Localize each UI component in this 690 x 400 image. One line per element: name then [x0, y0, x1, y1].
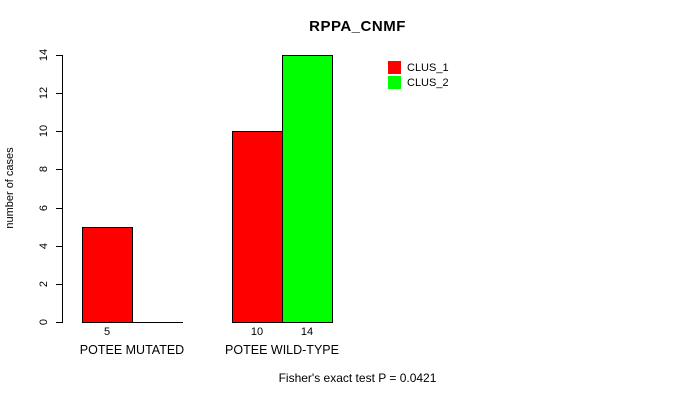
- y-axis-tick: [56, 245, 62, 247]
- y-axis-tick-label: 6: [38, 204, 50, 211]
- y-axis-label: number of cases: [4, 147, 16, 229]
- y-axis-tick-label: 14: [38, 48, 50, 62]
- y-axis-tick-label: 4: [38, 242, 50, 249]
- bar-clus_2-zero: [132, 322, 183, 323]
- legend-entry: CLUS_1: [388, 60, 449, 75]
- y-axis-tick-label: 12: [38, 87, 50, 100]
- y-axis-tick: [56, 93, 62, 95]
- bar-value-label: 14: [300, 326, 314, 338]
- y-axis-tick-label: 10: [38, 125, 50, 138]
- y-axis-tick-label: 0: [38, 318, 50, 326]
- y-axis-tick: [56, 131, 62, 133]
- bar-clus_1: [232, 131, 283, 323]
- footer-stat-text: Fisher's exact test P = 0.0421: [278, 371, 437, 385]
- y-axis-tick-label: 2: [38, 280, 50, 287]
- chart-title: RPPA_CNMF: [309, 18, 406, 35]
- category-label: POTEE MUTATED: [79, 343, 185, 357]
- y-axis-tick: [56, 207, 62, 209]
- y-axis-tick: [56, 283, 62, 285]
- bar-clus_1: [82, 226, 133, 323]
- legend-entry: CLUS_2: [388, 75, 449, 90]
- legend-swatch-clus_1: [388, 61, 401, 74]
- legend-label: CLUS_2: [407, 76, 449, 89]
- bar-value-label: 5: [103, 326, 111, 338]
- bar-clus_2: [282, 55, 333, 323]
- y-axis-tick: [56, 322, 62, 323]
- y-axis-tick-label: 8: [38, 166, 50, 173]
- y-axis-line: [62, 55, 63, 323]
- y-axis-tick: [56, 169, 62, 171]
- legend-swatch-clus_2: [388, 76, 401, 89]
- legend: CLUS_1 CLUS_2: [388, 60, 449, 90]
- y-axis-tick: [56, 55, 62, 56]
- bar-value-label: 10: [250, 326, 264, 338]
- legend-label: CLUS_1: [407, 61, 449, 74]
- category-label: POTEE WILD-TYPE: [225, 343, 339, 357]
